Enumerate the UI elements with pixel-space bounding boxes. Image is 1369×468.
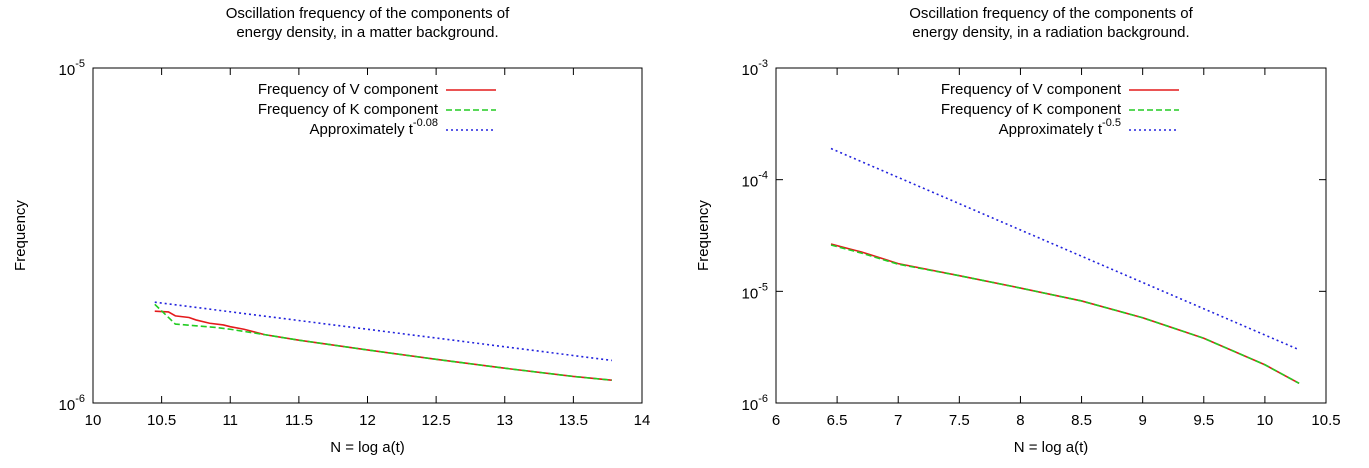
x-axis-label: N = log a(t) [1014,439,1089,456]
x-tick-label: 10.5 [1311,412,1340,429]
x-tick-label: 13 [496,412,513,429]
series-line [154,303,612,381]
x-tick-label: 12.5 [422,412,451,429]
x-tick-label: 10.5 [147,412,176,429]
x-tick-label: 6.5 [827,412,848,429]
x-tick-label: 12 [359,412,376,429]
series-line [154,301,612,362]
series-line [830,244,1300,385]
x-tick-label: 9 [1138,412,1146,429]
y-tick-label: 10-5 [59,58,85,79]
x-tick-label: 8.5 [1071,412,1092,429]
x-tick-label: 7.5 [949,412,970,429]
x-tick-label: 8 [1016,412,1024,429]
legend-label: Frequency of K component [941,101,1122,118]
y-tick-label: 10-5 [742,281,768,302]
legend-label: Approximately t-0.5 [999,117,1121,138]
y-tick-label: 10-4 [742,170,768,191]
legend-label: Approximately t-0.08 [310,117,438,138]
x-tick-label: 13.5 [559,412,588,429]
plot-frame [92,67,643,404]
plot-frame [775,67,1327,404]
y-tick-label: 10-6 [59,393,85,414]
x-tick-label: 11.5 [285,412,313,429]
series-line [154,310,612,381]
x-tick-label: 7 [894,412,902,429]
legend-label: Frequency of V component [941,81,1122,98]
x-tick-label: 6 [772,412,780,429]
x-tick-label: 9.5 [1193,412,1214,429]
y-axis-label: Frequency [12,200,29,271]
chart-title: energy density, in a radiation backgroun… [912,24,1189,41]
x-tick-label: 11 [222,412,238,429]
chart-title: Oscillation frequency of the components … [226,5,510,22]
y-tick-label: 10-6 [742,393,768,414]
x-tick-label: 10 [85,412,102,429]
chart-title: Oscillation frequency of the components … [909,5,1193,22]
legend-label: Frequency of V component [258,81,439,98]
x-tick-label: 10 [1257,412,1274,429]
x-axis-label: N = log a(t) [330,439,405,456]
chart-title: energy density, in a matter background. [236,24,498,41]
legend-label: Frequency of K component [258,101,439,118]
series-line [830,147,1300,351]
y-axis-label: Frequency [695,200,712,271]
y-tick-label: 10-3 [742,58,768,79]
x-tick-label: 14 [634,412,651,429]
